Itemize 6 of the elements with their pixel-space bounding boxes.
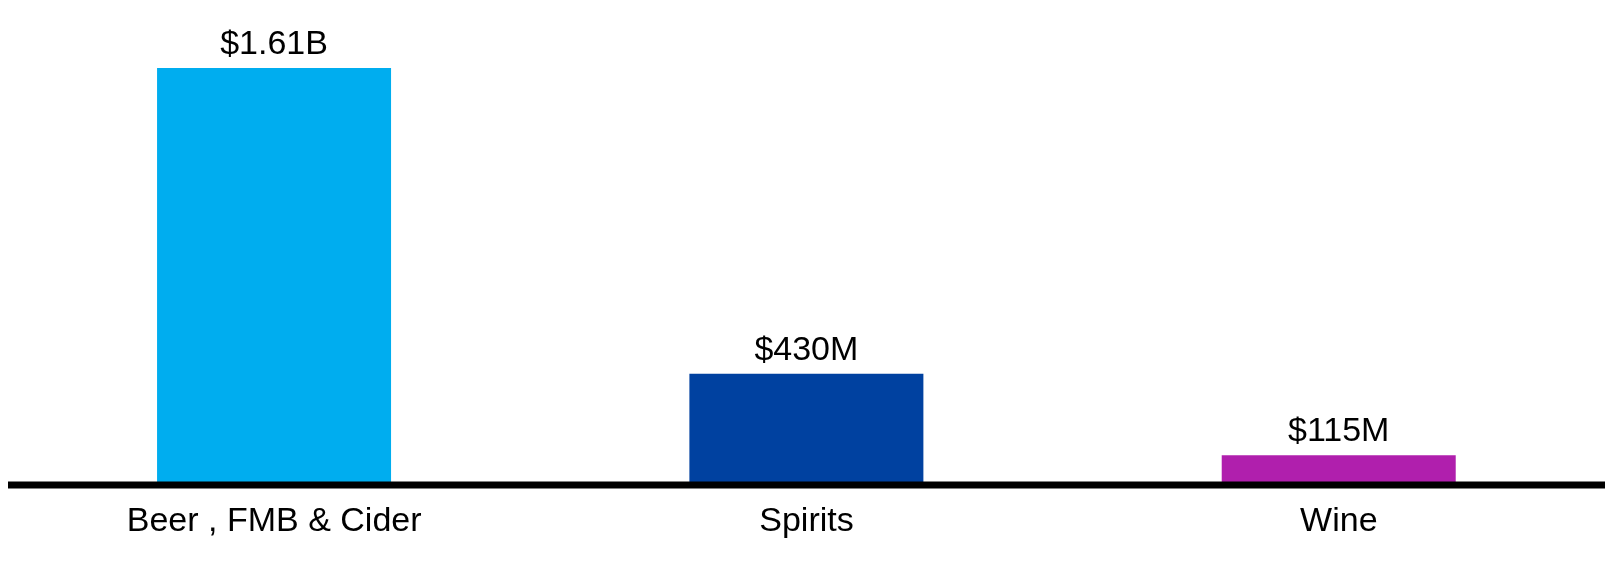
x-tick-label: Spirits	[759, 500, 854, 539]
x-tick-label: Wine	[1300, 500, 1378, 539]
data-label: $115M	[1288, 410, 1390, 449]
x-tick-label: Beer , FMB & Cider	[126, 500, 422, 539]
data-label: $1.61B	[220, 23, 328, 61]
data-label: $430M	[754, 328, 859, 367]
